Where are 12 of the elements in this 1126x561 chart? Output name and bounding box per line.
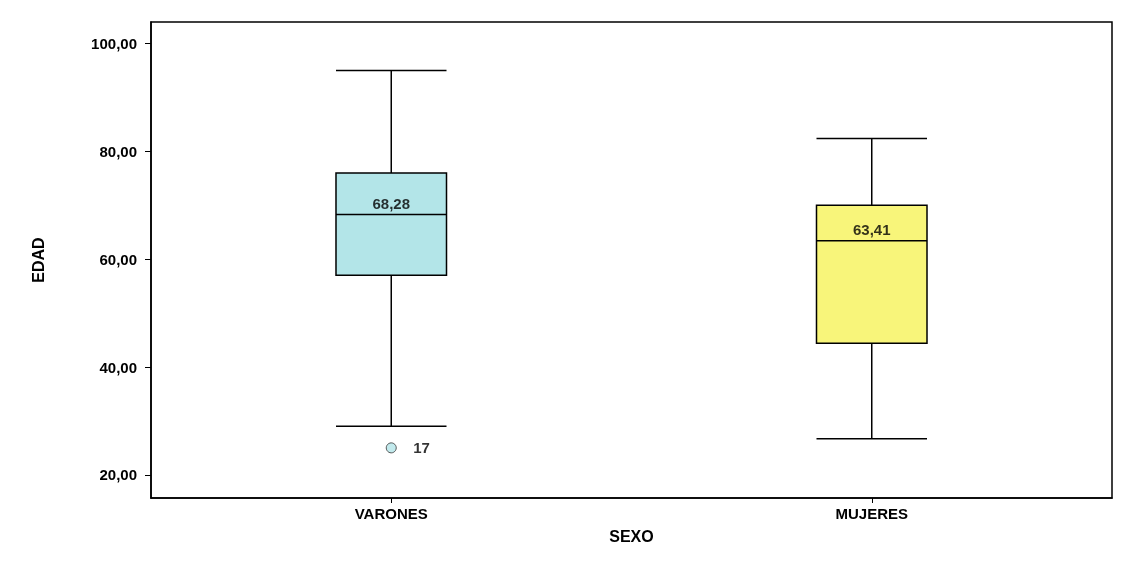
text: 68,28 xyxy=(372,194,411,212)
y-tick-label: 100,00 xyxy=(91,35,137,53)
x-axis-title: SEXO xyxy=(609,527,654,545)
y-tick-label: 20,00 xyxy=(99,466,137,484)
y-tick-label: 40,00 xyxy=(99,358,137,376)
annotation: 17 xyxy=(413,439,430,457)
x-tick-label: VARONES xyxy=(354,505,428,522)
y-tick-label: 80,00 xyxy=(99,142,137,160)
text: 63,41 xyxy=(852,220,891,238)
x-tick-label: MUJERES xyxy=(835,505,909,522)
y-axis-title: EDAD xyxy=(29,237,47,283)
y-tick-label: 60,00 xyxy=(99,250,137,268)
